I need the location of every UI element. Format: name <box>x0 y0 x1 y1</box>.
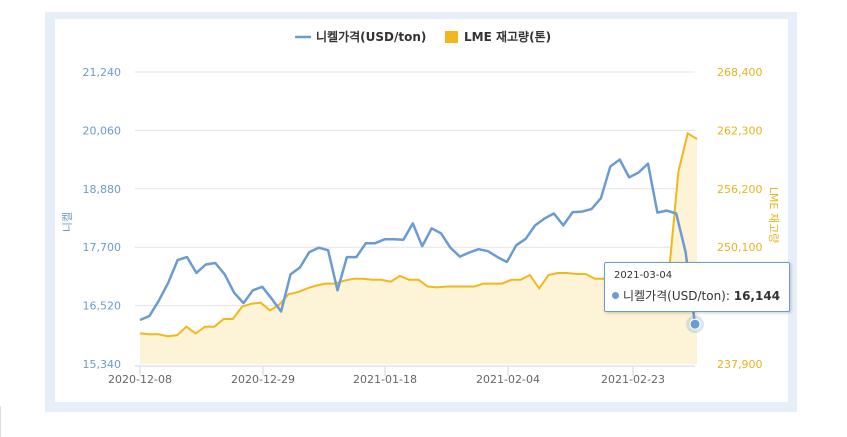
right-tick-label: 262,300 <box>717 124 763 137</box>
legend-item-lme[interactable]: LME 재고량(톤) <box>445 30 551 44</box>
nickel-price-line <box>139 158 697 325</box>
x-tick-label: 2021-02-04 <box>476 373 540 386</box>
x-tick-label: 2020-12-08 <box>108 373 172 386</box>
right-axis-title: LME 재고량 <box>767 187 780 243</box>
page-edge-line <box>0 406 1 437</box>
left-tick-label: 20,060 <box>83 124 122 137</box>
x-tick-label: 2021-01-18 <box>353 373 417 386</box>
left-tick-label: 18,880 <box>83 183 122 196</box>
left-axis-title: 니켈 <box>61 212 74 232</box>
left-tick-label: 17,700 <box>83 241 122 254</box>
tooltip-date: 2021-03-04 <box>614 270 673 281</box>
left-tick-label: 21,240 <box>83 66 122 79</box>
tooltip: 2021-03-04 니켈가격(USD/ton): 16,144 <box>604 262 790 312</box>
tooltip-value: 16,144 <box>733 289 781 303</box>
left-tick-label: 15,340 <box>83 358 122 371</box>
x-tick-label: 2020-12-29 <box>231 373 295 386</box>
legend: 니켈가격(USD/ton) LME 재고량(톤) <box>295 29 551 44</box>
left-axis-ticks: 21,240 20,060 18,880 17,700 16,520 15,340 <box>83 66 122 371</box>
legend-nickel-label: 니켈가격(USD/ton) <box>316 29 426 44</box>
legend-lme-label: LME 재고량(톤) <box>464 30 551 44</box>
hover-point[interactable] <box>689 318 701 330</box>
x-tick-label: 2021-02-23 <box>601 373 665 386</box>
x-axis-ticks: 2020-12-08 2020-12-29 2021-01-18 2021-02-04… <box>108 366 665 386</box>
left-tick-label: 16,520 <box>83 300 122 313</box>
right-tick-label: 256,200 <box>717 183 763 196</box>
right-tick-label: 268,400 <box>717 66 763 79</box>
right-tick-label: 250,100 <box>717 241 763 254</box>
legend-lme-swatch <box>445 31 458 43</box>
legend-item-nickel[interactable]: 니켈가격(USD/ton) <box>295 29 426 44</box>
right-tick-label: 237,900 <box>717 358 763 371</box>
tooltip-series-dot <box>612 292 619 299</box>
right-axis-ticks: 268,400 262,300 256,200 250,100 237,900 <box>717 66 763 371</box>
tooltip-row: 니켈가격(USD/ton): 16,144 <box>612 287 780 304</box>
lme-stock-area <box>140 133 697 364</box>
tooltip-label: 니켈가격(USD/ton): <box>623 289 730 303</box>
